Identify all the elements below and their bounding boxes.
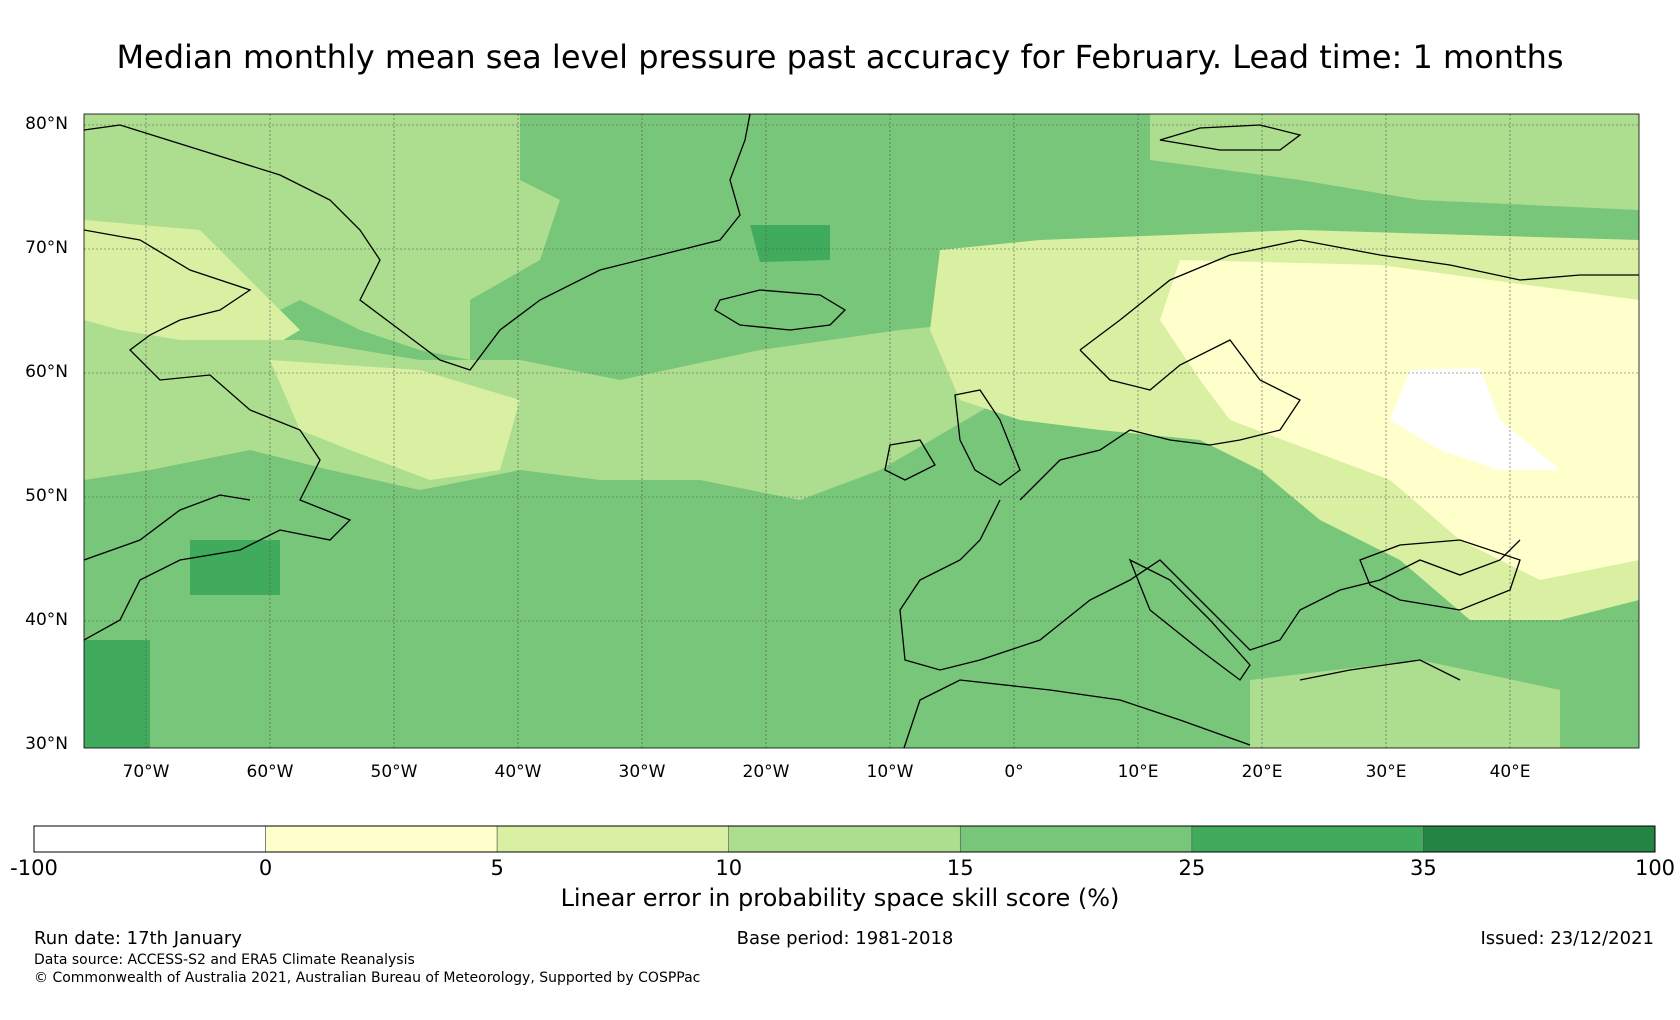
longitude-label: 30°W	[618, 762, 666, 782]
colorbar	[33, 825, 1656, 853]
longitude-label: 0°	[1004, 762, 1024, 782]
run-date: Run date: 17th January	[34, 928, 242, 949]
colorbar-segment	[728, 825, 961, 853]
latitude-label: 70°N	[25, 238, 68, 258]
colorbar-segment	[496, 825, 730, 853]
colorbar-segment	[33, 825, 266, 853]
colorbar-tick-label: 100	[1634, 856, 1676, 880]
issued-date: Issued: 23/12/2021	[1480, 928, 1654, 949]
graticule	[84, 114, 1639, 748]
skill-field	[84, 114, 1639, 748]
latitude-label: 80°N	[25, 114, 68, 134]
colorbar-segment	[265, 825, 498, 853]
colorbar-tick-label: 25	[1178, 856, 1206, 880]
colorbar-segment	[1423, 825, 1656, 853]
longitude-label: 20°W	[742, 762, 790, 782]
colorbar-tick-label: 0	[258, 856, 273, 880]
longitude-label: 60°W	[246, 762, 294, 782]
colorbar-frame	[33, 825, 1656, 853]
colorbar-tick-label: -100	[10, 856, 58, 880]
longitude-label: 10°E	[1117, 762, 1159, 782]
base-period: Base period: 1981-2018	[736, 928, 954, 949]
data-source: Data source: ACCESS-S2 and ERA5 Climate …	[34, 952, 415, 968]
longitude-label: 40°E	[1489, 762, 1531, 782]
colorbar-segment	[959, 825, 1193, 853]
colorbar-label: Linear error in probability space skill …	[560, 884, 1120, 912]
longitude-label: 40°W	[494, 762, 542, 782]
colorbar-tick-label: 5	[490, 856, 504, 880]
longitude-label: 30°E	[1365, 762, 1407, 782]
colorbar-tick-label: 35	[1410, 856, 1437, 880]
colorbar-segment	[1191, 825, 1424, 853]
map-title: Median monthly mean sea level pressure p…	[116, 38, 1564, 76]
latitude-label: 50°N	[25, 486, 68, 506]
coastlines	[84, 114, 1639, 748]
colorbar-tick-label: 15	[946, 856, 974, 880]
colorbar-tick-label: 10	[715, 856, 743, 880]
longitude-label: 10°W	[866, 762, 914, 782]
longitude-label: 70°W	[122, 762, 170, 782]
latitude-label: 60°N	[25, 362, 68, 382]
latitude-label: 30°N	[25, 734, 68, 754]
copyright: © Commonwealth of Australia 2021, Austra…	[34, 970, 701, 986]
longitude-label: 50°W	[370, 762, 418, 782]
longitude-label: 20°E	[1241, 762, 1283, 782]
latitude-label: 40°N	[25, 610, 68, 630]
